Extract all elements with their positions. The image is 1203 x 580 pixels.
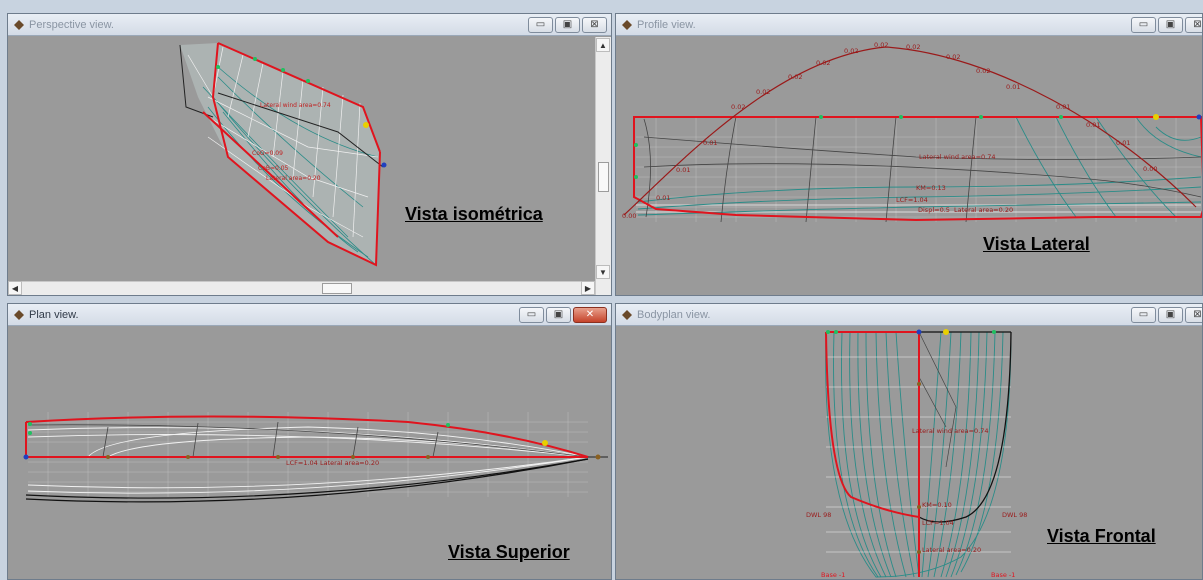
curve-value: 0.01 — [1056, 103, 1070, 111]
curve-value: 0.01 — [656, 194, 670, 202]
curve-value: 0.02 — [844, 47, 858, 55]
scroll-down-arrow[interactable]: ▼ — [596, 265, 610, 279]
profile-km-label: KM=0.13 — [916, 184, 946, 192]
dwl-left-label: DWL 98 — [806, 511, 831, 519]
scroll-right-arrow[interactable]: ▶ — [581, 281, 595, 295]
plan-lateral-label: Lateral area=0.20 — [320, 459, 379, 467]
caption-frontal: Vista Frontal — [1047, 526, 1156, 546]
scroll-up-arrow[interactable]: ▲ — [596, 38, 610, 52]
curve-value: 0.02 — [788, 73, 802, 81]
profile-lcf-label: LCF=1.04 — [896, 196, 928, 204]
profile-displ-label: Displ=0.5 — [918, 206, 950, 214]
caption-superior: Vista Superior — [448, 542, 570, 562]
curve-value: 0.02 — [731, 103, 745, 111]
perspective-view-titlebar[interactable]: Perspective view. ▭ ▣ ⊠ — [8, 14, 611, 36]
bodyplan-km-label: KM=0.10 — [922, 501, 952, 509]
curve-value: 0.00 — [622, 212, 636, 220]
maximize-button[interactable]: ▣ — [1158, 17, 1183, 33]
curve-value: 0.00 — [1143, 165, 1157, 173]
profile-lateral-label: Lateral area=0.20 — [954, 206, 1013, 214]
app-icon — [14, 19, 24, 30]
plan-canvas[interactable]: LCF=1.04 Lateral area=0.20 — [8, 327, 611, 579]
curve-value: 0.02 — [976, 67, 990, 75]
iso-cog-label: CoG=0.09 — [252, 150, 283, 157]
profile-view-window[interactable]: Profile view. ▭ ▣ ⊠ — [615, 13, 1203, 296]
window-title: Profile view. — [637, 18, 696, 31]
plan-lcf-label: LCF=1.04 — [286, 459, 318, 467]
iso-cob-label: CoB=0.05 — [258, 165, 289, 172]
plan-view-window[interactable]: Plan view. ▭ ▣ ✕ — [7, 303, 612, 580]
window-title: Plan view. — [29, 308, 79, 321]
hscroll-thumb[interactable] — [322, 283, 352, 294]
minimize-button[interactable]: ▭ — [1131, 307, 1156, 323]
horizontal-scrollbar[interactable]: ◀ ▶ — [8, 281, 595, 295]
curve-value: 0.02 — [874, 41, 888, 49]
plan-view-titlebar[interactable]: Plan view. ▭ ▣ ✕ — [8, 304, 611, 326]
bodyplan-view-window[interactable]: Bodyplan view. ▭ ▣ ⊠ — [615, 303, 1203, 580]
bodyplan-lcf-label: LCF=1.04 — [922, 519, 954, 527]
window-title: Perspective view. — [29, 18, 114, 31]
profile-canvas[interactable]: 0.00 0.01 0.01 0.01 0.02 0.02 0.02 0.02 … — [616, 37, 1202, 295]
maximize-button[interactable]: ▣ — [555, 17, 580, 33]
caption-isometric: Vista isométrica — [405, 204, 543, 224]
curve-value: 0.02 — [816, 59, 830, 67]
base-right-label: Base -1 — [991, 571, 1015, 579]
maximize-button[interactable]: ▣ — [1158, 307, 1183, 323]
curve-value: 0.01 — [703, 139, 717, 147]
maximize-button[interactable]: ▣ — [546, 307, 571, 323]
curve-value: 0.02 — [906, 43, 920, 51]
minimize-button[interactable]: ▭ — [519, 307, 544, 323]
close-button[interactable]: ⊠ — [1185, 17, 1202, 33]
app-icon — [622, 19, 632, 30]
scroll-thumb[interactable] — [598, 162, 609, 192]
curve-value: 0.01 — [676, 166, 690, 174]
vertical-scrollbar[interactable]: ▲ ▼ — [595, 37, 611, 295]
curve-value: 0.01 — [1086, 121, 1100, 129]
close-button[interactable]: ⊠ — [1185, 307, 1202, 323]
window-title: Bodyplan view. — [637, 308, 711, 321]
profile-view-titlebar[interactable]: Profile view. ▭ ▣ ⊠ — [616, 14, 1202, 36]
iso-lateral-label: Lateral area=0.20 — [266, 175, 321, 182]
bodyplan-canvas[interactable]: Lateral wind area=0.74 KM=0.10 LCF=1.04 … — [616, 327, 1202, 579]
scroll-left-arrow[interactable]: ◀ — [8, 281, 22, 295]
bodyplan-view-titlebar[interactable]: Bodyplan view. ▭ ▣ ⊠ — [616, 304, 1202, 326]
curve-value: 0.01 — [1006, 83, 1020, 91]
dwl-right-label: DWL 98 — [1002, 511, 1027, 519]
curve-value: 0.01 — [1116, 139, 1130, 147]
curve-value: 0.02 — [756, 88, 770, 96]
perspective-canvas[interactable]: Lateral wind area=0.74 CoG=0.09 CoB=0.05… — [8, 37, 611, 295]
app-icon — [622, 309, 632, 320]
curve-value: 0.02 — [946, 53, 960, 61]
perspective-view-window[interactable]: Perspective view. ▭ ▣ ⊠ — [7, 13, 612, 296]
iso-wind-label: Lateral wind area=0.74 — [260, 102, 331, 109]
close-button[interactable]: ✕ — [573, 307, 607, 323]
minimize-button[interactable]: ▭ — [1131, 17, 1156, 33]
minimize-button[interactable]: ▭ — [528, 17, 553, 33]
close-button[interactable]: ⊠ — [582, 17, 607, 33]
profile-wind-label: Lateral wind area=0.74 — [919, 153, 996, 161]
app-icon — [14, 309, 24, 320]
caption-lateral: Vista Lateral — [983, 234, 1090, 254]
base-left-label: Base -1 — [821, 571, 845, 579]
bodyplan-lateral-label: Lateral area=0.20 — [922, 546, 981, 554]
bodyplan-wind-label: Lateral wind area=0.74 — [912, 427, 989, 435]
